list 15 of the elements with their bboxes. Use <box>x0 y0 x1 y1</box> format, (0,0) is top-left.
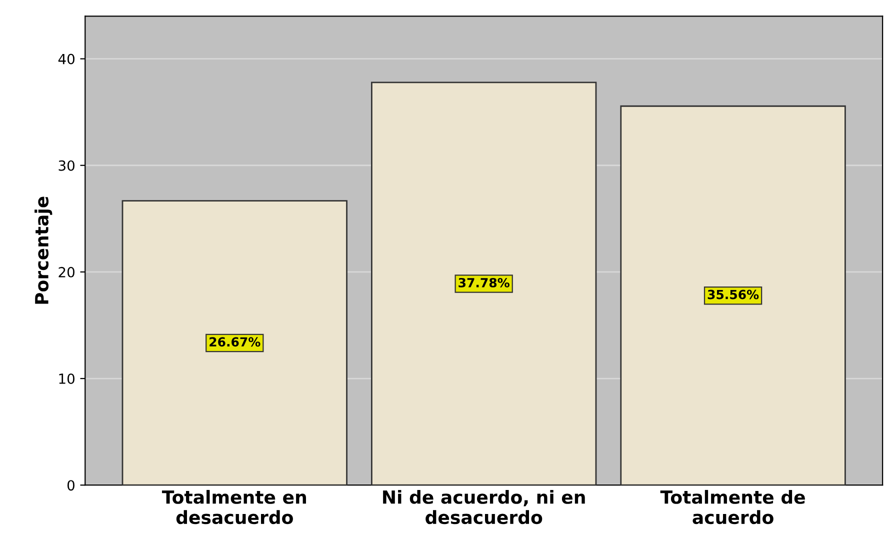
data-label: 26.67% <box>210 337 260 347</box>
bar <box>620 105 846 486</box>
y-tick-label: 20 <box>58 266 74 278</box>
bar <box>371 82 597 486</box>
data-label: 37.78% <box>458 278 510 288</box>
y-tick-label: 40 <box>58 54 74 64</box>
x-tick-label: Totalmente en desacuerdo <box>162 490 306 524</box>
data-label: 35.56% <box>708 290 759 300</box>
y-axis-title: Porcentaje <box>34 196 52 304</box>
y-tick-label: 30 <box>58 160 74 171</box>
x-tick-label: Ni de acuerdo, ni en desacuerdo <box>383 490 585 524</box>
bar <box>122 200 348 486</box>
y-tick-label: 0 <box>67 480 74 491</box>
x-tick-label: Totalmente de acuerdo <box>660 490 805 524</box>
y-tick-label: 10 <box>59 373 74 384</box>
